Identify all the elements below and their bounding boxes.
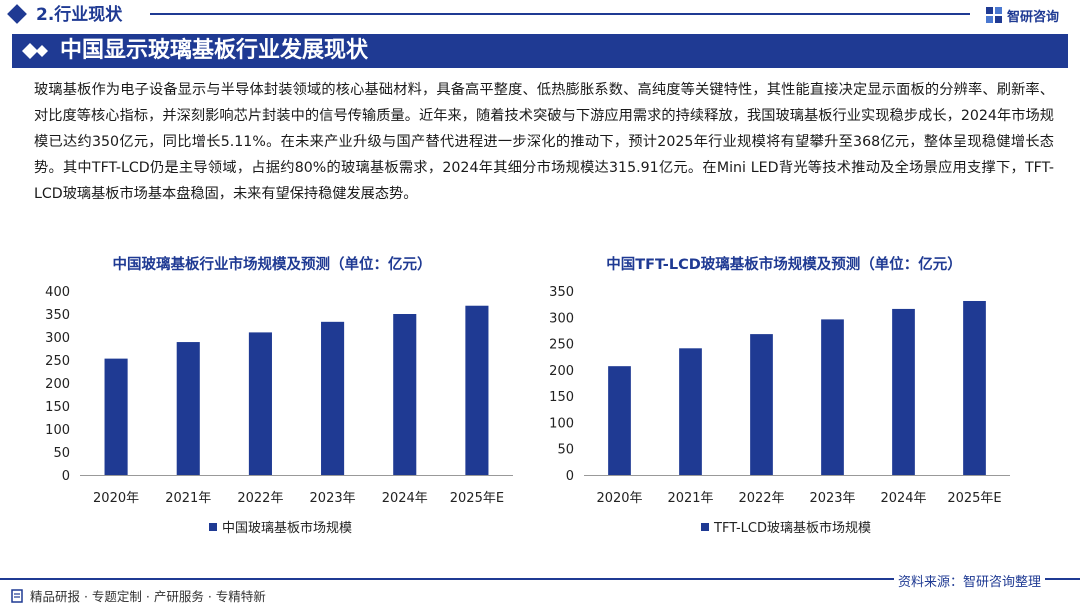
bar (892, 308, 915, 475)
y-tick-label: 50 (557, 443, 574, 458)
bar (393, 314, 417, 475)
chart-title: 中国TFT-LCD玻璃基板市场规模及预测（单位：亿元） (606, 255, 962, 273)
top-divider (150, 13, 970, 15)
x-tick-label: 2024年 (880, 491, 926, 506)
bar (104, 358, 128, 475)
y-tick-label: 150 (549, 390, 574, 405)
tft-lcd-market-size-chart: 中国TFT-LCD玻璃基板市场规模及预测（单位：亿元） 0 50 100 150 200 2… (549, 255, 1010, 536)
y-tick-label: 200 (549, 364, 574, 379)
x-tick-label: 2021年 (165, 491, 211, 506)
brand-logo: 智研咨询 (985, 4, 1059, 26)
y-tick-label: 300 (549, 311, 574, 326)
description-paragraph: 玻璃基板作为电子设备显示与半导体封装领域的核心基础材料，具备高平整度、低热膨胀系… (34, 82, 1054, 202)
y-tick-label: 350 (549, 285, 574, 300)
market-size-chart: 中国玻璃基板行业市场规模及预测（单位：亿元） 0 50 100 150 200 250 300… (45, 255, 513, 536)
legend-swatch (209, 523, 217, 531)
x-tick-label: 2025年E (947, 491, 1001, 506)
bar (821, 319, 844, 475)
x-tick-label: 2022年 (738, 491, 784, 506)
y-tick-label: 350 (45, 308, 70, 323)
x-tick-label: 2022年 (237, 491, 283, 506)
y-tick-label: 250 (45, 354, 70, 369)
bar (750, 334, 773, 475)
section-marker-icon (7, 4, 27, 24)
top-bar: 2.行业现状 智研咨询 (0, 0, 1080, 30)
bar (176, 342, 200, 475)
page-title: 中国显示玻璃基板行业发展现状 (60, 38, 369, 63)
report-icon (11, 588, 23, 603)
brand-logo-icon (986, 7, 1002, 23)
bottom-divider (0, 578, 1080, 580)
bar (465, 305, 489, 475)
legend-label: 中国玻璃基板市场规模 (222, 520, 352, 536)
x-tick-label: 2023年 (809, 491, 855, 506)
footer-slogan: 精品研报 · 专题定制 · 产研服务 · 专精特新 (10, 586, 266, 605)
y-tick-label: 0 (62, 469, 70, 484)
y-tick-label: 100 (549, 416, 574, 431)
y-tick-label: 0 (566, 469, 574, 484)
legend-swatch (701, 523, 709, 531)
bar (679, 348, 702, 475)
y-tick-label: 150 (45, 400, 70, 415)
bar (963, 300, 986, 475)
data-source: 资料来源：智研咨询整理 (894, 571, 1046, 590)
title-bar: 中国显示玻璃基板行业发展现状 (12, 34, 1068, 68)
legend-label: TFT-LCD玻璃基板市场规模 (713, 520, 871, 536)
x-tick-label: 2020年 (93, 491, 139, 506)
y-tick-label: 300 (45, 331, 70, 346)
y-tick-label: 200 (45, 377, 70, 392)
bar (248, 332, 272, 475)
section-label: 2.行业现状 (36, 5, 123, 25)
x-tick-label: 2020年 (596, 491, 642, 506)
footer-slogan-text: 精品研报 · 专题定制 · 产研服务 · 专精特新 (30, 589, 266, 604)
x-tick-label: 2025年E (450, 491, 504, 506)
y-tick-label: 250 (549, 338, 574, 353)
double-diamond-icon (22, 43, 48, 59)
bar (321, 321, 345, 475)
x-tick-label: 2023年 (310, 491, 356, 506)
y-tick-label: 100 (45, 423, 70, 438)
y-tick-label: 50 (53, 446, 70, 461)
bar (608, 366, 631, 475)
x-tick-label: 2024年 (382, 491, 428, 506)
y-tick-label: 400 (45, 285, 70, 300)
chart-title: 中国玻璃基板行业市场规模及预测（单位：亿元） (113, 255, 432, 273)
x-tick-label: 2021年 (667, 491, 713, 506)
brand-logo-text: 智研咨询 (1007, 9, 1060, 25)
